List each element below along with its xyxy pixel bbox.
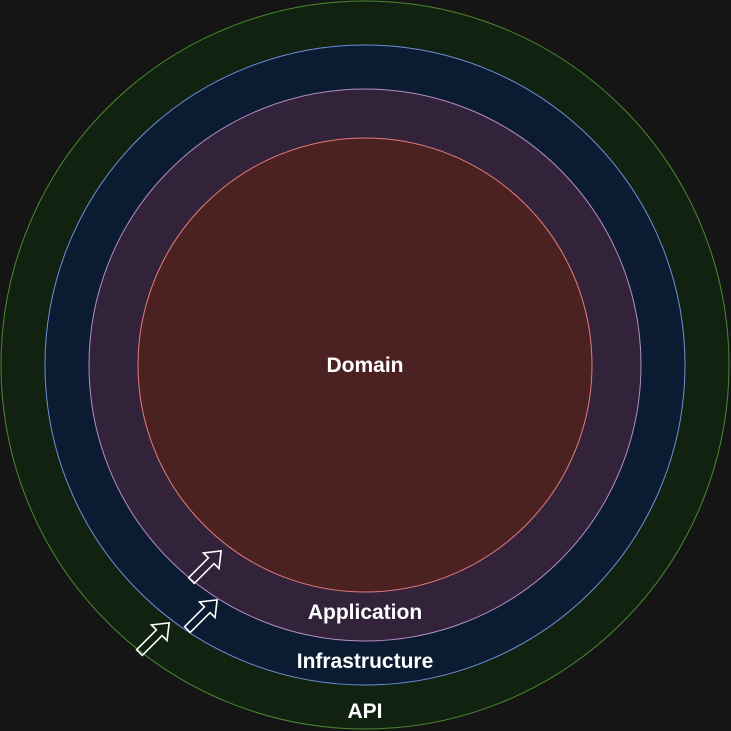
layer-domain-core <box>137 137 593 593</box>
application-label: Application <box>308 601 422 624</box>
api-label: API <box>347 700 382 723</box>
domain-label: Domain <box>326 354 403 377</box>
infrastructure-label: Infrastructure <box>297 650 434 673</box>
infrastructure-to-application-arrow-icon <box>183 598 219 634</box>
application-to-domain-arrow-icon <box>187 549 223 585</box>
api-to-infrastructure-arrow-icon <box>135 621 171 657</box>
